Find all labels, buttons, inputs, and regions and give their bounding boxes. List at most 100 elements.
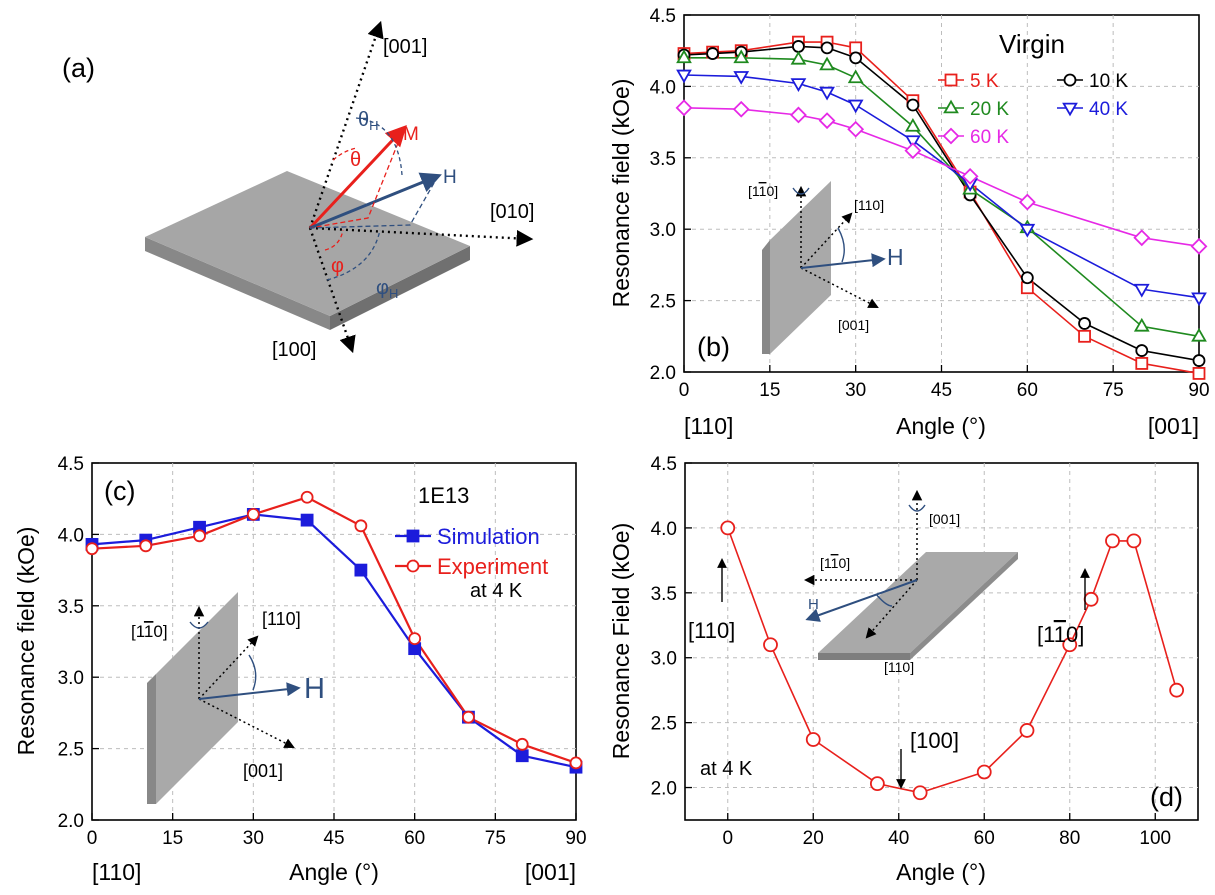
inset-field-arrow bbox=[198, 682, 301, 700]
series-line-60-k bbox=[683, 107, 1200, 248]
panel-b-xend-right: [001] bbox=[1148, 413, 1199, 439]
annotation-100: [100] bbox=[910, 728, 959, 753]
legend-label-20-k: 20 K bbox=[970, 99, 1009, 120]
x-tick-label: 40 bbox=[888, 828, 909, 849]
data-point-60-k bbox=[847, 120, 865, 138]
y-tick-label: 3.5 bbox=[58, 597, 84, 618]
legend-label-60-k: 60 K bbox=[970, 127, 1009, 148]
x-tick-label: 0 bbox=[722, 828, 733, 849]
x-tick-label: 15 bbox=[162, 828, 183, 849]
inset-field-label: H bbox=[304, 673, 325, 705]
x-tick-label: 20 bbox=[803, 828, 824, 849]
data-point-series bbox=[1019, 723, 1035, 738]
x-tick-label: 100 bbox=[1139, 828, 1171, 849]
data-point-60-k bbox=[1190, 237, 1208, 255]
inset-dir-110-label: [110] bbox=[854, 197, 884, 213]
panel-b-ylabel: Resonance field (kOe) bbox=[608, 79, 634, 308]
slab-front bbox=[330, 246, 470, 330]
x-tick-label: 75 bbox=[485, 828, 506, 849]
data-point-60-k bbox=[904, 142, 922, 160]
data-point-60-k bbox=[1133, 229, 1151, 247]
panel-a-diagram: (a) [001] [010] [100] M H θ θH φ φH bbox=[62, 20, 534, 361]
legend-marker-simulation bbox=[406, 529, 420, 543]
data-point-series bbox=[720, 520, 736, 536]
inset-rotation-arc bbox=[189, 621, 209, 629]
data-point-series bbox=[976, 764, 992, 780]
data-point-experiment bbox=[408, 632, 422, 646]
y-tick-label: 3.5 bbox=[650, 149, 676, 170]
data-point-5-k bbox=[1192, 367, 1206, 380]
data-point-series bbox=[1105, 533, 1120, 549]
y-tick-label: 2.0 bbox=[650, 363, 676, 384]
data-point-10-k bbox=[1020, 271, 1034, 285]
inset-dir-001-label: [001] bbox=[838, 317, 869, 333]
axis-100-label: [100] bbox=[272, 339, 316, 361]
x-tick-label: 60 bbox=[1017, 380, 1038, 401]
legend-label-simulation: Simulation bbox=[437, 524, 540, 549]
x-tick-label: 15 bbox=[759, 380, 780, 401]
inset-field-label: H bbox=[808, 596, 819, 613]
inset-dir-110 bbox=[800, 212, 853, 269]
data-point-5-k bbox=[1135, 357, 1149, 370]
panel-c-xlabel: Angle (°) bbox=[289, 859, 379, 885]
inset-rotation-arc bbox=[792, 187, 810, 195]
inset-dir-001 bbox=[800, 267, 879, 308]
data-point-simulation bbox=[300, 513, 314, 527]
data-point-40-k bbox=[819, 86, 835, 101]
annotation-1b10: [110] bbox=[1037, 622, 1084, 647]
inset-dir-001-label: [001] bbox=[243, 761, 283, 781]
data-point-5-k bbox=[1078, 329, 1091, 343]
y-tick-label: 2.0 bbox=[58, 811, 84, 832]
data-point-experiment bbox=[569, 756, 583, 770]
data-point-series bbox=[1083, 591, 1099, 607]
y-tick-label: 2.5 bbox=[651, 714, 677, 735]
legend-marker-60-k bbox=[942, 127, 960, 145]
legend-label-experiment: Experiment bbox=[437, 554, 548, 579]
y-tick-label: 2.5 bbox=[58, 740, 84, 761]
inset-dir-110-label: [110] bbox=[262, 609, 301, 629]
axis-010-label: [010] bbox=[490, 201, 534, 223]
data-point-40-k bbox=[790, 78, 807, 92]
panel-b-xlabel: Angle (°) bbox=[896, 413, 986, 439]
data-point-10-k bbox=[1078, 317, 1091, 330]
data-point-experiment bbox=[354, 519, 368, 533]
data-point-40-k bbox=[1133, 283, 1150, 298]
legend-label-40-k: 40 K bbox=[1089, 99, 1128, 120]
data-point-experiment bbox=[246, 508, 260, 521]
field-label: H bbox=[443, 167, 457, 188]
axis-010-arrow bbox=[309, 226, 534, 247]
series-line-experiment bbox=[91, 496, 577, 764]
legend-marker-40-k bbox=[1062, 102, 1078, 117]
data-point-20-k bbox=[790, 50, 807, 65]
data-point-10-k bbox=[706, 47, 720, 60]
slab-top bbox=[145, 171, 470, 316]
data-point-10-k bbox=[849, 51, 863, 65]
series-line-40-k bbox=[683, 74, 1200, 299]
series-line-20-k bbox=[684, 57, 1200, 338]
data-point-20-k bbox=[733, 49, 750, 64]
x-tick-label: 90 bbox=[1188, 380, 1209, 401]
data-point-20-k bbox=[819, 56, 835, 71]
theta-label: θ bbox=[350, 149, 361, 171]
inset-rotation-arc bbox=[908, 504, 926, 512]
data-point-60-k bbox=[818, 112, 836, 130]
data-point-series bbox=[1169, 682, 1185, 698]
phi-arc bbox=[324, 229, 344, 251]
panel-d-xlabel: Angle (°) bbox=[896, 859, 986, 885]
series-line-simulation bbox=[91, 513, 577, 769]
data-point-20-k bbox=[1133, 317, 1150, 332]
data-point-simulation bbox=[515, 749, 529, 763]
x-tick-label: 60 bbox=[974, 828, 995, 849]
legend-label-5-k: 5 K bbox=[970, 71, 999, 92]
data-point-20-k bbox=[905, 117, 921, 132]
x-tick-label: 75 bbox=[1103, 380, 1124, 401]
panel-b-inset: [110] [110] [001] H bbox=[748, 181, 904, 354]
panel-a-label: (a) bbox=[62, 53, 95, 83]
panel-c-label: (c) bbox=[104, 476, 135, 506]
data-point-experiment bbox=[300, 490, 314, 504]
data-point-10-k bbox=[820, 41, 834, 55]
y-tick-label: 3.0 bbox=[58, 668, 84, 689]
y-tick-label: 4.0 bbox=[651, 519, 677, 540]
data-point-40-k bbox=[733, 71, 750, 85]
